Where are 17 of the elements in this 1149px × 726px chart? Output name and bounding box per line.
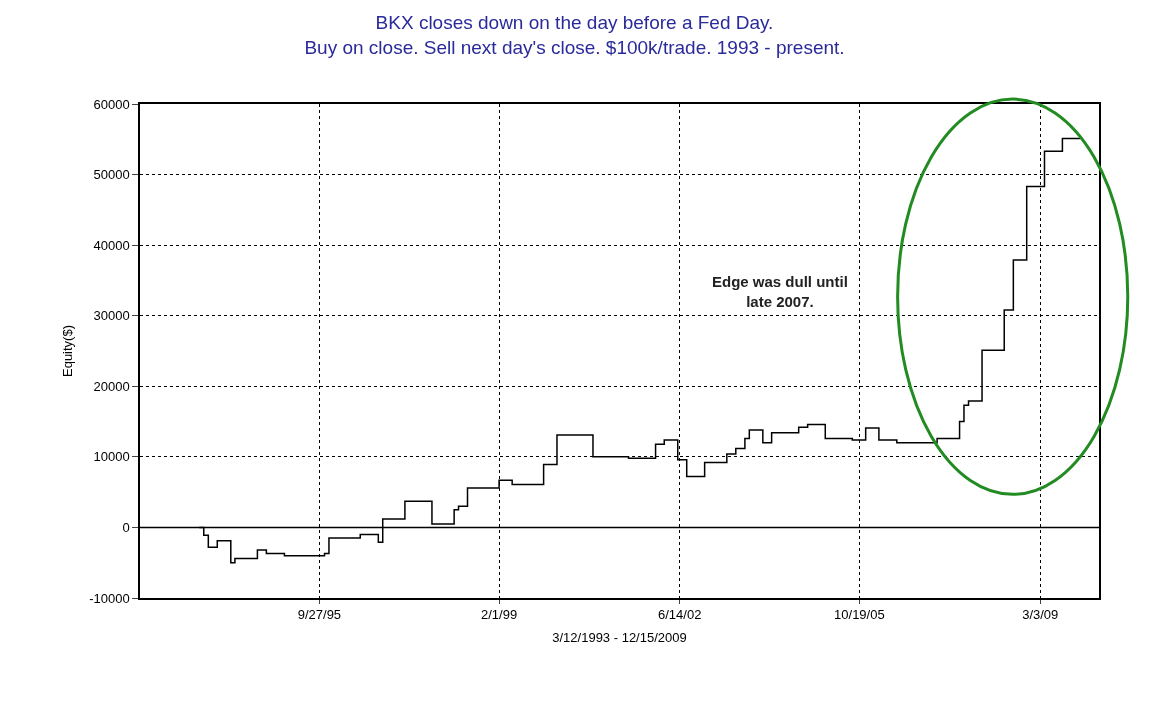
x-axis-title: 3/12/1993 - 12/15/2009 [552,630,687,646]
y-tick-label: 40000 [93,237,130,253]
y-tick-label: 20000 [93,378,130,394]
y-tick-label: 30000 [93,308,130,324]
y-tick-label: 10000 [93,449,130,465]
y-axis-title: Equity($) [59,324,75,378]
x-tick-label: 10/19/05 [834,607,885,623]
y-tick-label: 50000 [93,167,130,183]
x-tick-label: 9/27/95 [297,607,342,623]
x-tick-label: 3/3/09 [1022,607,1059,623]
x-tick-label: 2/1/99 [481,607,518,623]
y-tick-label: 0 [122,519,130,535]
y-tick-label: 60000 [93,96,130,112]
y-tick-label: -10000 [89,590,130,606]
annotation: Edge was dull until late 2007. [712,273,848,310]
chart-title: BKX closes down on the day before a Fed Day. Buy on close. Sell next day's close. $100k/trade. 1993 - present. [304,12,845,58]
x-tick-label: 6/14/02 [657,607,702,623]
